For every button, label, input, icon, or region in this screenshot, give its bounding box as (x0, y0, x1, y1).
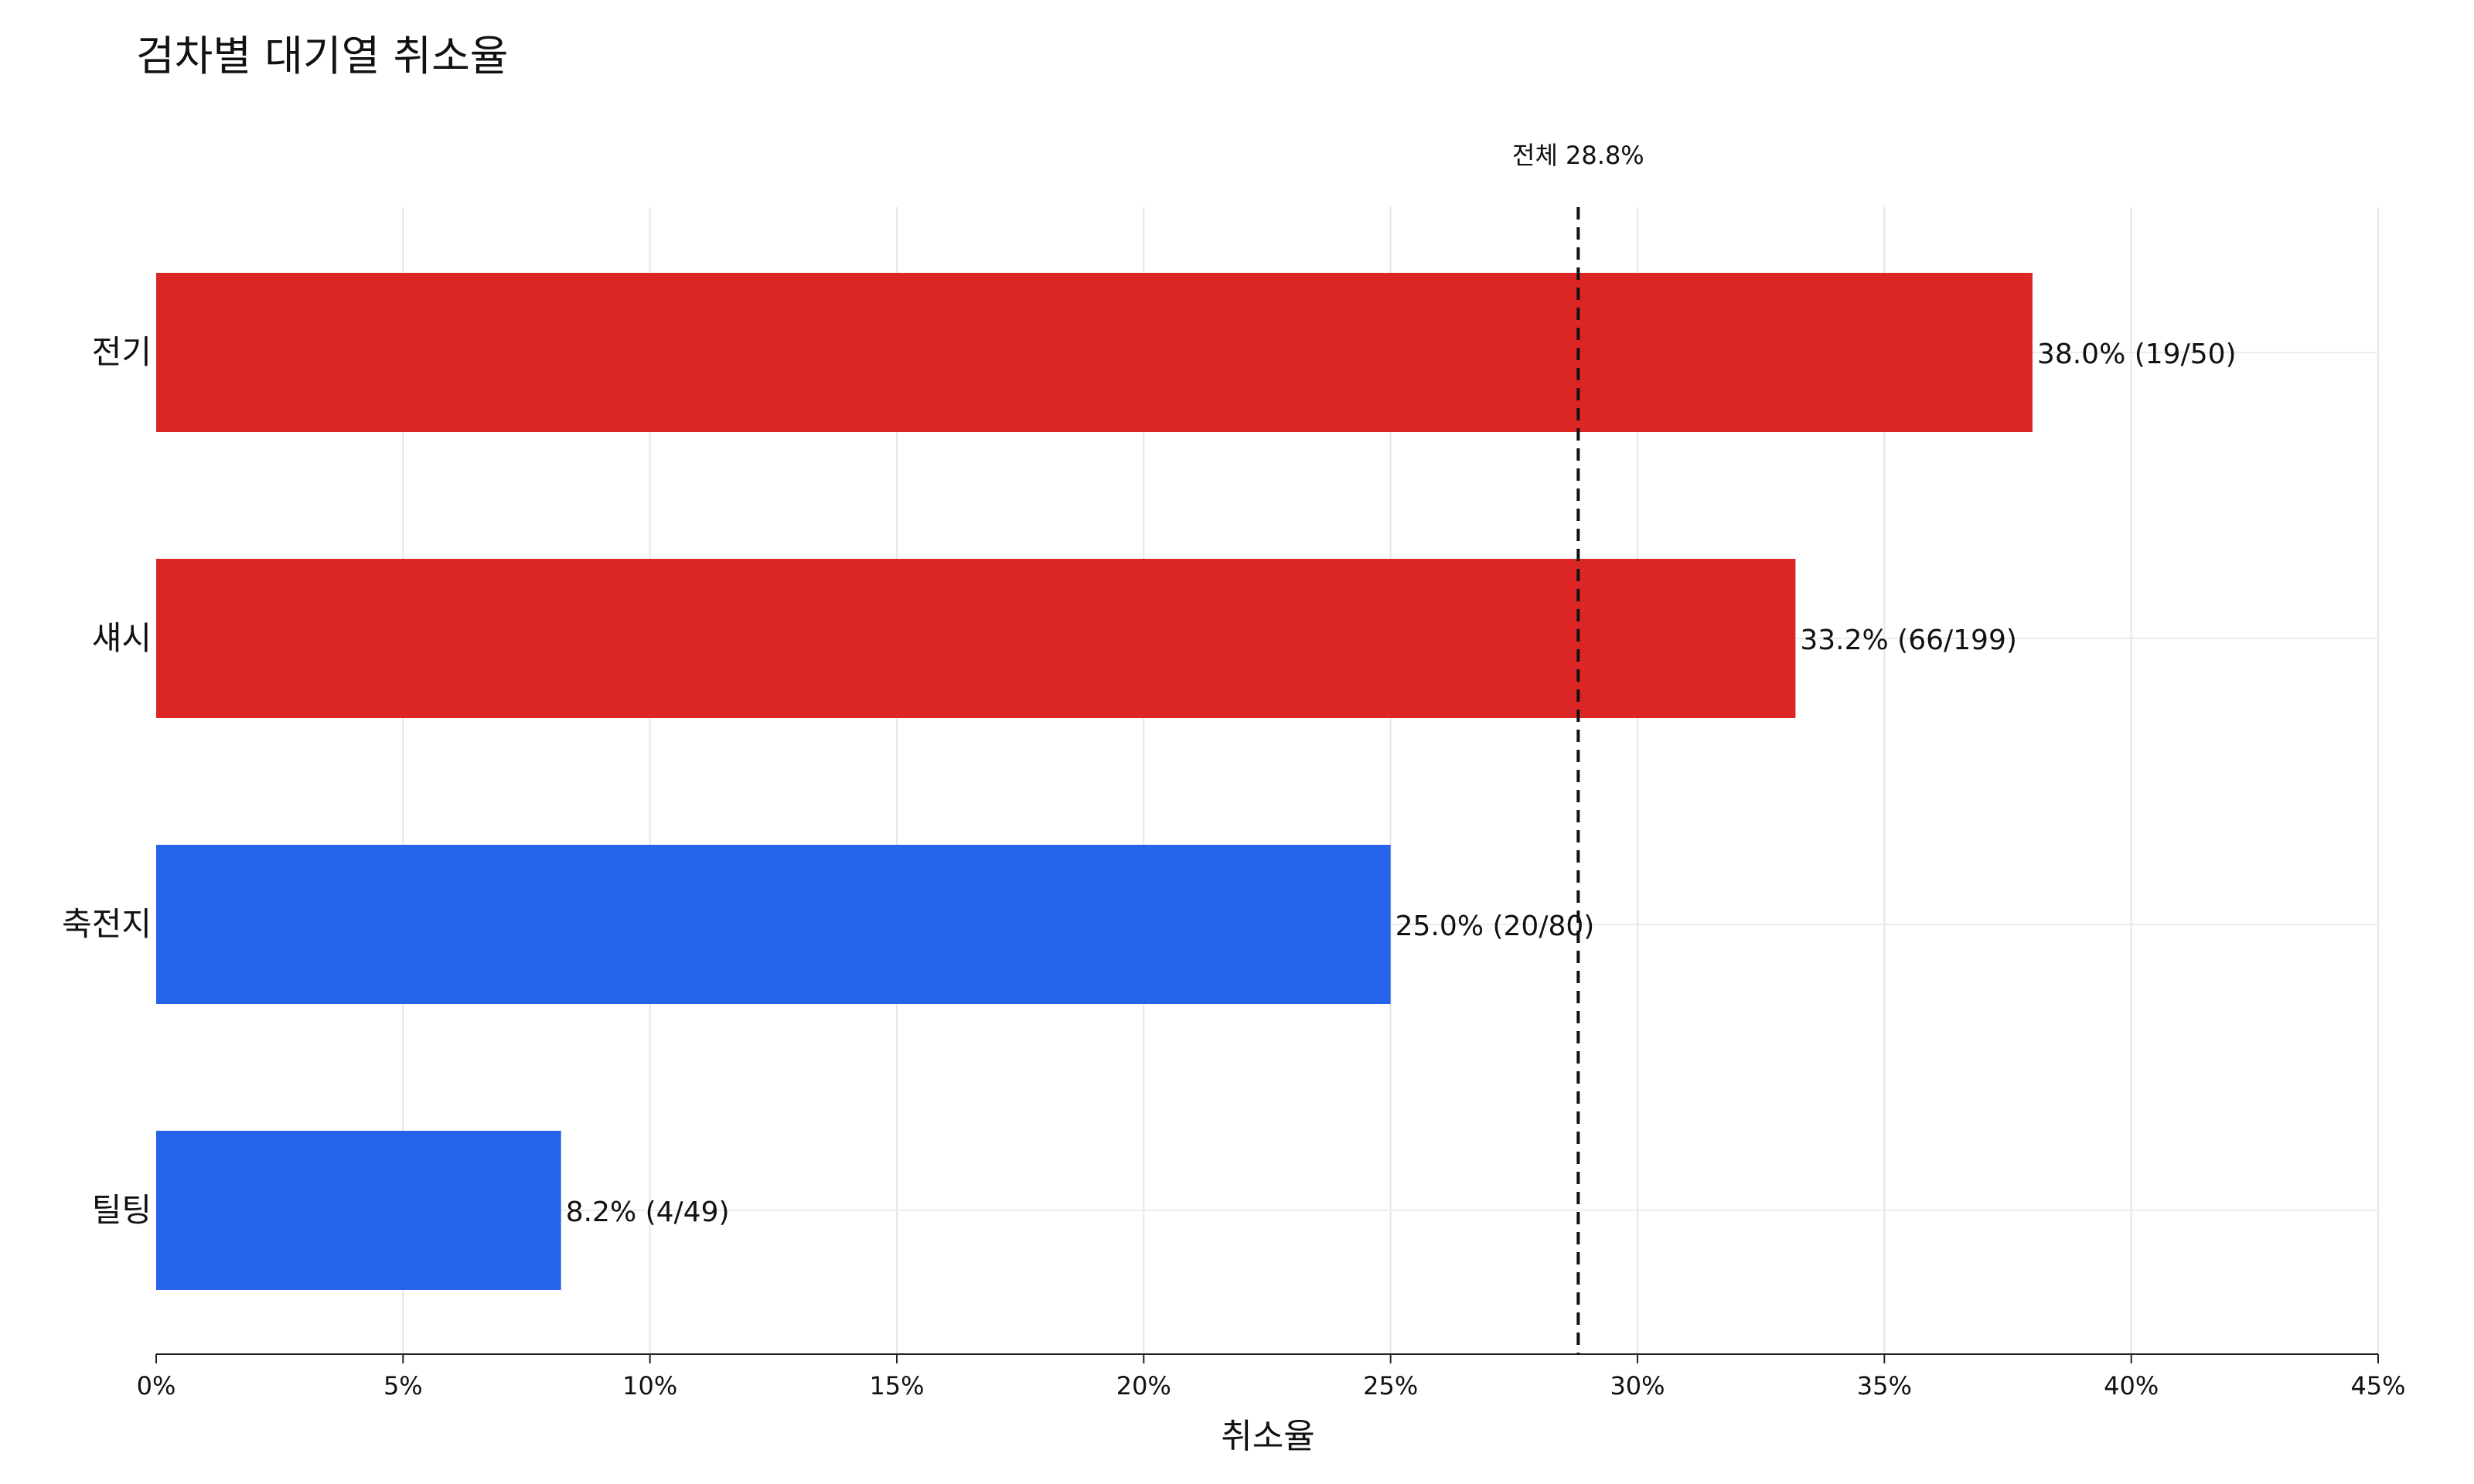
x-tick-label: 15% (869, 1371, 924, 1401)
x-tick-label: 40% (2104, 1371, 2159, 1401)
x-tick-label: 30% (1610, 1371, 1665, 1401)
reference-line-label: 전체 28.8% (1512, 141, 1644, 170)
category-label: 전기 (92, 333, 152, 371)
bar (156, 559, 1796, 718)
bar (156, 273, 2033, 432)
x-tick-label: 5% (383, 1371, 423, 1401)
category-label: 틸팅 (92, 1191, 152, 1229)
reference-line-group: 전체 28.8% (1512, 141, 1644, 1354)
bars: 전기 38.0% (19/50) 섀시 33.2% (66/199) 축전지 25.0% … (62, 273, 2237, 1290)
bar (156, 1131, 561, 1290)
x-axis: 0% 5% 10% 15% 20% 25% 30% 35% 40% 45% (137, 1353, 2406, 1401)
x-tick-label: 45% (2350, 1371, 2405, 1401)
value-label: 8.2% (4/49) (566, 1196, 730, 1228)
value-label: 25.0% (20/80) (1395, 910, 1595, 942)
x-tick-label: 25% (1363, 1371, 1418, 1401)
x-tick-label: 10% (622, 1371, 677, 1401)
x-tick-label: 35% (1857, 1371, 1912, 1401)
value-label: 33.2% (66/199) (1800, 625, 2017, 656)
x-tick-label: 20% (1116, 1371, 1171, 1401)
category-label: 축전지 (62, 905, 152, 943)
category-label: 섀시 (92, 619, 152, 657)
chart-title: 검차별 대기열 취소율 (136, 32, 509, 80)
x-tick-label: 0% (137, 1371, 176, 1401)
value-label: 38.0% (19/50) (2037, 339, 2237, 370)
bar (156, 845, 1391, 1004)
x-axis-title: 취소율 (1221, 1417, 1314, 1456)
